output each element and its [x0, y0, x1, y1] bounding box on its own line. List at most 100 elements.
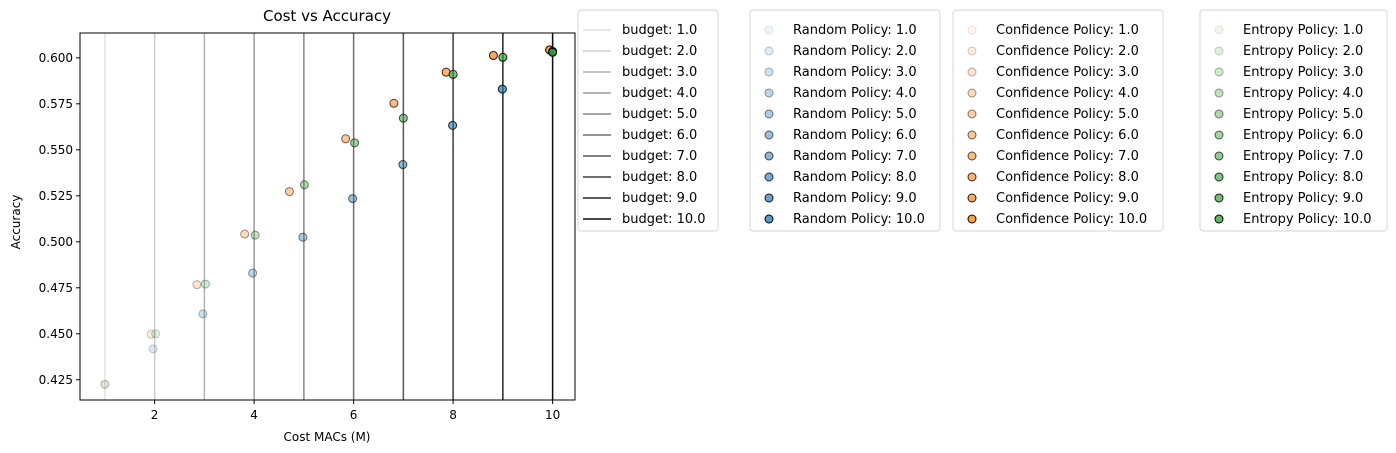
legend-marker-swatch [1214, 25, 1224, 35]
legend-label: budget: 1.0 [622, 23, 697, 38]
legend-frame [749, 9, 941, 232]
legend-marker-swatch [1214, 193, 1224, 203]
data-point-entropy-policy [548, 47, 558, 57]
x-tick-label: 8 [449, 408, 457, 422]
legend-label: budget: 6.0 [622, 128, 697, 143]
legend-marker-swatch [1214, 109, 1224, 119]
legend-marker-swatch [967, 88, 977, 98]
legend-label: budget: 10.0 [622, 212, 706, 227]
data-point-random-policy [348, 194, 358, 204]
legend-label: Entropy Policy: 2.0 [1243, 44, 1363, 59]
legend-marker-swatch [967, 67, 977, 77]
y-tick-label: 0.475 [39, 281, 73, 295]
x-tick-label: 4 [250, 408, 258, 422]
legend-marker-swatch [1214, 88, 1224, 98]
data-point-random-policy [298, 232, 308, 242]
x-tick-label: 10 [545, 408, 560, 422]
data-markers [100, 45, 558, 389]
legend-label: Entropy Policy: 8.0 [1243, 170, 1363, 185]
legend-label: Entropy Policy: 5.0 [1243, 107, 1363, 122]
legend-label: budget: 8.0 [622, 170, 697, 185]
legend-marker-swatch [967, 25, 977, 35]
data-point-entropy-policy [448, 69, 458, 79]
legend-marker-swatch [1214, 130, 1224, 140]
legend-label: Confidence Policy: 8.0 [996, 170, 1139, 185]
legend-label: Confidence Policy: 3.0 [996, 65, 1139, 80]
data-point-random-policy [398, 160, 408, 170]
legend-label: Confidence Policy: 9.0 [996, 191, 1139, 206]
legend-label: budget: 9.0 [622, 191, 697, 206]
legend-label: Entropy Policy: 9.0 [1243, 191, 1363, 206]
legend-label: Random Policy: 7.0 [793, 149, 917, 164]
data-point-entropy-policy [350, 138, 360, 148]
data-point-entropy-policy [498, 52, 508, 62]
legend-frame [577, 9, 719, 232]
legend-label: Entropy Policy: 7.0 [1243, 149, 1363, 164]
y-tick-label: 0.575 [39, 97, 73, 111]
legend-marker-swatch [764, 151, 774, 161]
x-tick-label: 6 [350, 408, 358, 422]
data-point-random-policy [148, 344, 158, 354]
legend-marker-swatch [1214, 46, 1224, 56]
legend-label: Entropy Policy: 3.0 [1243, 65, 1363, 80]
legend-marker-swatch [967, 46, 977, 56]
legend-label: Random Policy: 6.0 [793, 128, 917, 143]
legend-frame [952, 9, 1164, 232]
x-axis-ticks: 2 4 6 8 10 [151, 400, 560, 422]
legend-label: Random Policy: 10.0 [793, 212, 925, 227]
legend-label: Entropy Policy: 4.0 [1243, 86, 1363, 101]
data-point-confidence-policy [341, 134, 351, 144]
y-tick-label: 0.500 [39, 235, 73, 249]
data-point-confidence-policy [488, 50, 498, 60]
x-axis-label: Cost MACs (M) [283, 430, 370, 444]
legend-marker-swatch [1214, 67, 1224, 77]
data-point-confidence-policy [284, 187, 294, 197]
data-point-entropy-policy [151, 329, 161, 339]
x-tick-label: 2 [151, 408, 159, 422]
legend-label: Random Policy: 3.0 [793, 65, 917, 80]
legend-marker-swatch [1214, 151, 1224, 161]
legend-label: Confidence Policy: 7.0 [996, 149, 1139, 164]
legend-label: Random Policy: 9.0 [793, 191, 917, 206]
legend-label: Random Policy: 8.0 [793, 170, 917, 185]
plot-area-frame [79, 32, 576, 401]
legend-random-policy: Random Policy: 1.0 Random Policy: 2.0 Rand… [749, 9, 941, 232]
data-point-entropy-policy [398, 113, 408, 123]
legend-label: Confidence Policy: 10.0 [996, 212, 1147, 227]
data-point-confidence-policy [192, 280, 202, 290]
legend-label: Random Policy: 2.0 [793, 44, 917, 59]
data-point-entropy-policy [299, 180, 309, 190]
legend-label: Confidence Policy: 2.0 [996, 44, 1139, 59]
y-tick-label: 0.450 [39, 327, 73, 341]
legend-marker-swatch [764, 88, 774, 98]
legend-budget: budget: 1.0 budget: 2.0 budget: 3.0 budget:… [577, 9, 719, 232]
legend-marker-swatch [1214, 214, 1224, 224]
legend-label: budget: 7.0 [622, 149, 697, 164]
y-tick-label: 0.550 [39, 143, 73, 157]
legend-marker-swatch [967, 214, 977, 224]
legend-label: Confidence Policy: 4.0 [996, 86, 1139, 101]
data-point-entropy-policy [250, 230, 260, 240]
legend-marker-swatch [967, 130, 977, 140]
legend-frame [1199, 9, 1388, 232]
legend-marker-swatch [967, 193, 977, 203]
legend-label: Entropy Policy: 10.0 [1243, 212, 1372, 227]
legend-label: Confidence Policy: 1.0 [996, 23, 1139, 38]
legend-label: Random Policy: 5.0 [793, 107, 917, 122]
data-point-random-policy [448, 120, 458, 130]
legend-label: Confidence Policy: 6.0 [996, 128, 1139, 143]
legend-marker-swatch [967, 151, 977, 161]
legend-label: budget: 4.0 [622, 86, 697, 101]
data-point-random-policy [497, 84, 507, 94]
y-tick-label: 0.600 [39, 51, 73, 65]
y-tick-label: 0.425 [39, 373, 73, 387]
y-tick-label: 0.525 [39, 189, 73, 203]
legend-label: Random Policy: 4.0 [793, 86, 917, 101]
legend-marker-swatch [764, 109, 774, 119]
legend-label: Random Policy: 1.0 [793, 23, 917, 38]
data-point-entropy-policy [200, 279, 210, 289]
legend-label: budget: 5.0 [622, 107, 697, 122]
legend-marker-swatch [764, 172, 774, 182]
chart-title: Cost vs Accuracy [263, 7, 391, 25]
